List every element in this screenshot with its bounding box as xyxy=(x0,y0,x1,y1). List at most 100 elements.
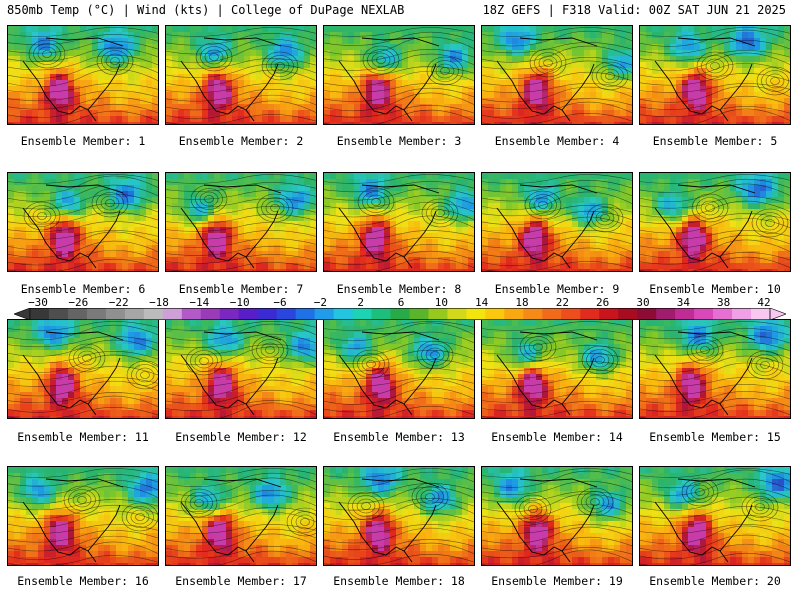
wind-contour xyxy=(82,354,92,362)
wind-contour xyxy=(324,501,474,521)
wind-contour xyxy=(640,384,790,396)
wind-contour xyxy=(8,221,158,233)
wind-contour xyxy=(105,199,115,207)
wind-contour xyxy=(538,55,558,71)
wind-contour xyxy=(356,498,376,514)
wind-contour xyxy=(366,360,376,368)
wind-contour xyxy=(482,113,632,124)
temperature-field xyxy=(482,320,632,418)
coastline xyxy=(496,184,598,269)
ensemble-member-map xyxy=(639,25,791,125)
wind-contour xyxy=(435,63,455,79)
colorbar-swatch xyxy=(561,308,581,320)
wind-contour xyxy=(8,339,158,357)
wind-contour xyxy=(324,215,474,235)
wind-contour xyxy=(194,499,204,507)
wind-contour xyxy=(190,350,218,372)
wind-contour xyxy=(135,367,155,383)
colorbar-swatch xyxy=(637,308,657,320)
wind-contour xyxy=(166,490,316,503)
ensemble-member-map xyxy=(165,466,317,566)
wind-contour xyxy=(770,77,780,85)
wind-contour xyxy=(166,377,316,387)
wind-contour xyxy=(256,193,294,223)
wind-contour xyxy=(166,472,316,487)
ensemble-member-map xyxy=(165,25,317,125)
wind-contour xyxy=(640,29,790,47)
colorbar-max-arrow xyxy=(769,308,786,320)
wind-contour xyxy=(8,97,158,110)
colorbar-border xyxy=(29,308,771,320)
wind-contour xyxy=(8,354,158,374)
wind-contour xyxy=(166,83,316,93)
wind-contour xyxy=(8,193,158,210)
wind-contour xyxy=(166,214,316,224)
temperature-field xyxy=(8,467,158,565)
colorbar-tick-label: −2 xyxy=(313,296,327,309)
wind-contour xyxy=(640,108,790,124)
wind-contour xyxy=(701,55,729,77)
colorbar-swatch xyxy=(390,308,410,320)
wind-contour xyxy=(270,58,290,74)
coastline xyxy=(338,478,440,563)
wind-contour xyxy=(482,361,632,371)
wind-contour xyxy=(534,52,562,74)
wind-contour xyxy=(640,83,790,93)
wind-contour xyxy=(251,335,289,365)
wind-contour xyxy=(295,514,315,530)
wind-contour xyxy=(166,400,316,412)
wind-contour xyxy=(324,378,474,398)
wind-contour xyxy=(256,339,284,361)
model-valid-time: 18Z GEFS | F318 Valid: 00Z SAT JUN 21 20… xyxy=(482,3,786,17)
wind-contour xyxy=(324,188,474,201)
wind-contour xyxy=(166,222,316,232)
wind-contour xyxy=(710,62,720,70)
wind-contour xyxy=(166,246,316,256)
coastline xyxy=(338,37,440,122)
wind-contour xyxy=(166,546,316,559)
wind-contour xyxy=(640,515,790,527)
wind-contour xyxy=(33,43,61,65)
colorbar-swatch xyxy=(580,308,600,320)
wind-contour xyxy=(482,345,632,355)
wind-contour xyxy=(640,377,790,387)
wind-contour xyxy=(357,353,385,375)
ensemble-member-label: Ensemble Member: 20 xyxy=(649,574,781,588)
wind-contour xyxy=(640,183,790,203)
colorbar-swatch xyxy=(428,308,448,320)
wind-contour xyxy=(640,234,790,249)
wind-contour xyxy=(324,359,474,372)
wind-contour xyxy=(482,27,632,37)
wind-contour xyxy=(8,530,158,543)
wind-contour xyxy=(691,193,729,223)
wind-contour xyxy=(426,56,464,86)
colorbar-swatch xyxy=(238,308,259,320)
wind-contour xyxy=(586,349,614,371)
wind-contour xyxy=(8,474,158,487)
wind-contour xyxy=(324,66,474,78)
ensemble-member-label: Ensemble Member: 15 xyxy=(649,430,781,444)
colorbar-swatch xyxy=(675,308,695,320)
wind-contour xyxy=(765,219,775,227)
wind-contour xyxy=(8,249,158,266)
wind-contour xyxy=(367,49,395,71)
wind-contour xyxy=(640,62,790,79)
wind-contour xyxy=(8,324,158,341)
wind-contour xyxy=(166,206,316,216)
wind-contour xyxy=(166,230,316,240)
wind-contour xyxy=(300,518,310,526)
wind-contour xyxy=(760,361,770,369)
wind-contour xyxy=(8,230,158,240)
wind-contour xyxy=(166,528,316,543)
wind-contour xyxy=(431,60,459,82)
colorbar-swatch xyxy=(599,308,619,320)
wind-contour xyxy=(8,240,158,258)
colorbar-swatch xyxy=(732,308,752,320)
wind-contour xyxy=(286,507,316,537)
ensemble-member-map xyxy=(7,25,159,125)
wind-contour xyxy=(640,341,790,356)
wind-contour xyxy=(482,241,632,258)
map-title: 850mb Temp (°C) | Wind (kts) | College o… xyxy=(7,3,405,17)
wind-contour xyxy=(204,49,224,65)
wind-contour xyxy=(421,344,449,366)
